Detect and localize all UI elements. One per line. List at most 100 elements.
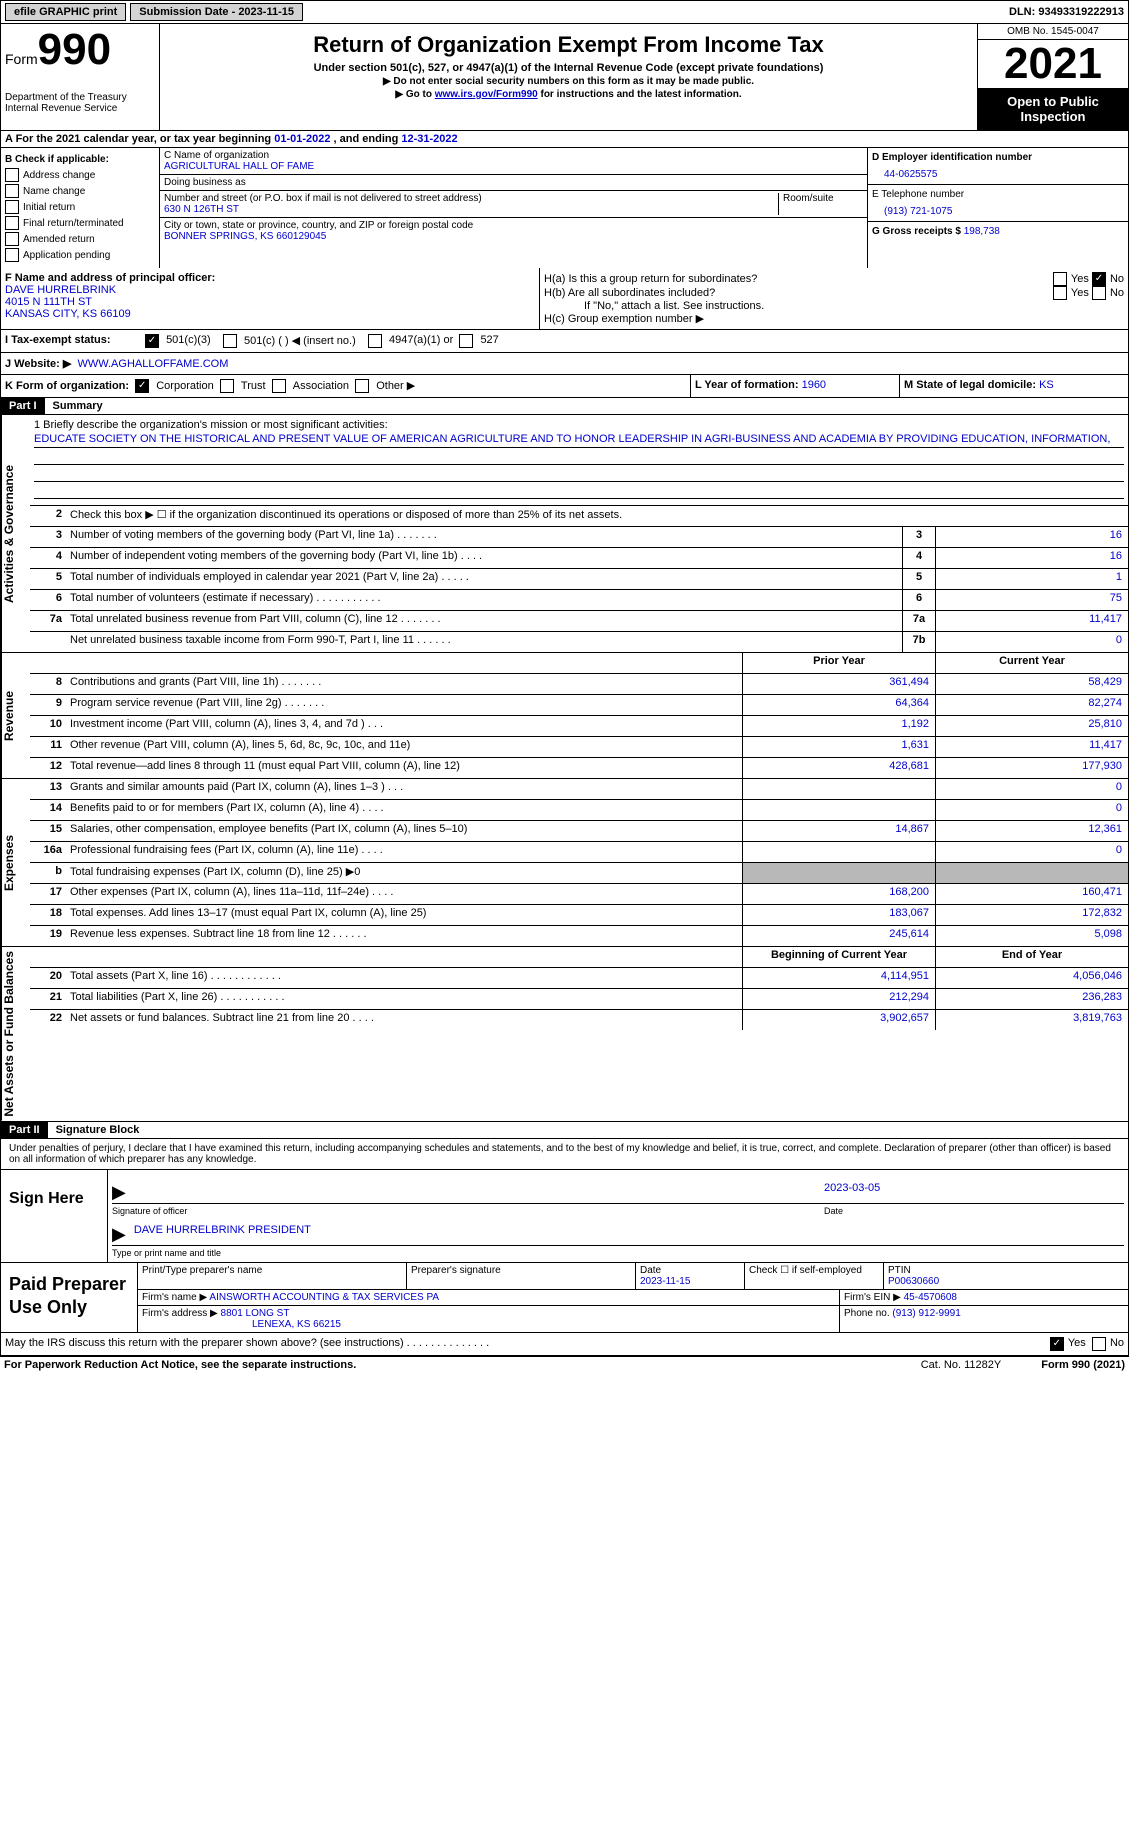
opt-trust: Trust (241, 380, 266, 392)
org-name: AGRICULTURAL HALL OF FAME (164, 161, 863, 172)
part1-header: Part I (1, 398, 45, 414)
penalties-text: Under penalties of perjury, I declare th… (0, 1139, 1129, 1170)
chk-501c[interactable] (223, 334, 237, 348)
omb-number: OMB No. 1545-0047 (978, 24, 1128, 40)
form-number: 990 (38, 25, 111, 74)
part1-title: Summary (45, 398, 111, 414)
opt-527: 527 (480, 334, 498, 348)
hb-yes: Yes (1071, 287, 1089, 299)
section-a-mid: , and ending (330, 133, 401, 145)
side-expenses: Expenses (1, 779, 30, 946)
hb-note: If "No," attach a list. See instructions… (544, 300, 1124, 312)
ptin-value: P00630660 (888, 1276, 939, 1287)
state-domicile-label: M State of legal domicile: (904, 379, 1036, 391)
opt-final-return: Final return/terminated (23, 218, 124, 229)
chk-discuss-yes[interactable] (1050, 1337, 1064, 1351)
col-d: D Employer identification number 44-0625… (867, 148, 1128, 268)
instr-goto-post: for instructions and the latest informat… (538, 89, 742, 100)
arrow-icon-2: ▶ (112, 1224, 126, 1245)
discuss-no: No (1110, 1337, 1124, 1351)
sig-officer-label: Signature of officer (112, 1206, 824, 1216)
opt-other: Other ▶ (376, 380, 415, 392)
begin-year-header: Beginning of Current Year (742, 947, 935, 967)
chk-name-change[interactable] (5, 184, 19, 198)
irs-label: Internal Revenue Service (5, 103, 155, 114)
paperwork-notice: For Paperwork Reduction Act Notice, see … (4, 1359, 356, 1371)
street-value: 630 N 126TH ST (164, 204, 774, 215)
hc-label: H(c) Group exemption number ▶ (544, 312, 1124, 325)
chk-hb-yes[interactable] (1053, 286, 1067, 300)
chk-501c3[interactable] (145, 334, 159, 348)
tax-exempt-label: I Tax-exempt status: (5, 334, 111, 346)
ha-yes: Yes (1071, 273, 1089, 285)
prep-date: 2023-11-15 (640, 1276, 690, 1287)
firm-name: AINSWORTH ACCOUNTING & TAX SERVICES PA (209, 1292, 439, 1303)
opt-4947: 4947(a)(1) or (389, 334, 453, 348)
officer-name: DAVE HURRELBRINK (5, 284, 535, 296)
row-j: J Website: ▶ WWW.AGHALLOFFAME.COM (0, 353, 1129, 375)
irs-link[interactable]: www.irs.gov/Form990 (435, 89, 538, 100)
firm-phone-label: Phone no. (844, 1308, 890, 1319)
col-c: C Name of organization AGRICULTURAL HALL… (160, 148, 867, 268)
header-left: Form990 Department of the Treasury Inter… (1, 24, 160, 130)
ha-no: No (1110, 273, 1124, 285)
prior-year-header: Prior Year (742, 653, 935, 673)
chk-amended[interactable] (5, 232, 19, 246)
chk-corp[interactable] (135, 379, 149, 393)
mission-text: EDUCATE SOCIETY ON THE HISTORICAL AND PR… (34, 433, 1124, 448)
chk-527[interactable] (459, 334, 473, 348)
website-url: WWW.AGHALLOFFAME.COM (77, 358, 228, 370)
chk-ha-no[interactable] (1092, 272, 1106, 286)
opt-assoc: Association (293, 380, 349, 392)
chk-final-return[interactable] (5, 216, 19, 230)
col-f: F Name and address of principal officer:… (1, 268, 540, 329)
street-label: Number and street (or P.O. box if mail i… (164, 193, 774, 204)
opt-app-pending: Application pending (23, 250, 110, 261)
instr-goto-pre: ▶ Go to (395, 89, 434, 100)
firm-addr2: LENEXA, KS 66215 (252, 1319, 341, 1330)
firm-ein-label: Firm's EIN ▶ (844, 1292, 901, 1303)
phone-value: (913) 721-1075 (872, 200, 1124, 217)
preparer-label: Paid Preparer Use Only (1, 1263, 138, 1332)
open-public: Open to Public Inspection (978, 88, 1128, 130)
chk-hb-no[interactable] (1092, 286, 1106, 300)
chk-other[interactable] (355, 379, 369, 393)
check-self-employed: Check ☐ if self-employed (745, 1263, 884, 1289)
chk-ha-yes[interactable] (1053, 272, 1067, 286)
form-label: Form (5, 51, 38, 67)
year-formation: 1960 (802, 379, 826, 391)
firm-name-label: Firm's name ▶ (142, 1292, 207, 1303)
opt-address-change: Address change (23, 170, 95, 181)
efile-print-button[interactable]: efile GRAPHIC print (5, 3, 126, 21)
header-right: OMB No. 1545-0047 2021 Open to Public In… (977, 24, 1128, 130)
side-governance: Activities & Governance (1, 415, 30, 652)
chk-assoc[interactable] (272, 379, 286, 393)
chk-4947[interactable] (368, 334, 382, 348)
line2-desc: Check this box ▶ ☐ if the organization d… (66, 506, 1128, 526)
ein-value: 44-0625575 (872, 163, 1124, 180)
phone-label: E Telephone number (872, 189, 1124, 200)
state-domicile: KS (1039, 379, 1054, 391)
section-a: A For the 2021 calendar year, or tax yea… (0, 131, 1129, 148)
opt-501c3: 501(c)(3) (166, 334, 211, 348)
chk-trust[interactable] (220, 379, 234, 393)
chk-address-change[interactable] (5, 168, 19, 182)
city-label: City or town, state or province, country… (164, 220, 863, 231)
prep-name-label: Print/Type preparer's name (142, 1265, 402, 1276)
discuss-yes: Yes (1068, 1337, 1086, 1351)
chk-initial-return[interactable] (5, 200, 19, 214)
mission-line3 (34, 467, 1124, 482)
part2-title: Signature Block (48, 1122, 148, 1138)
opt-initial-return: Initial return (23, 202, 75, 213)
end-year-header: End of Year (935, 947, 1128, 967)
chk-app-pending[interactable] (5, 248, 19, 262)
room-label: Room/suite (783, 193, 863, 204)
dba-label: Doing business as (164, 177, 863, 188)
col-h: H(a) Is this a group return for subordin… (540, 268, 1128, 329)
footer-form: Form 990 (2021) (1041, 1359, 1125, 1371)
arrow-icon: ▶ (112, 1182, 126, 1203)
gross-value: 198,738 (964, 226, 1000, 237)
chk-discuss-no[interactable] (1092, 1337, 1106, 1351)
gross-label: G Gross receipts $ (872, 226, 961, 237)
opt-amended: Amended return (23, 234, 95, 245)
